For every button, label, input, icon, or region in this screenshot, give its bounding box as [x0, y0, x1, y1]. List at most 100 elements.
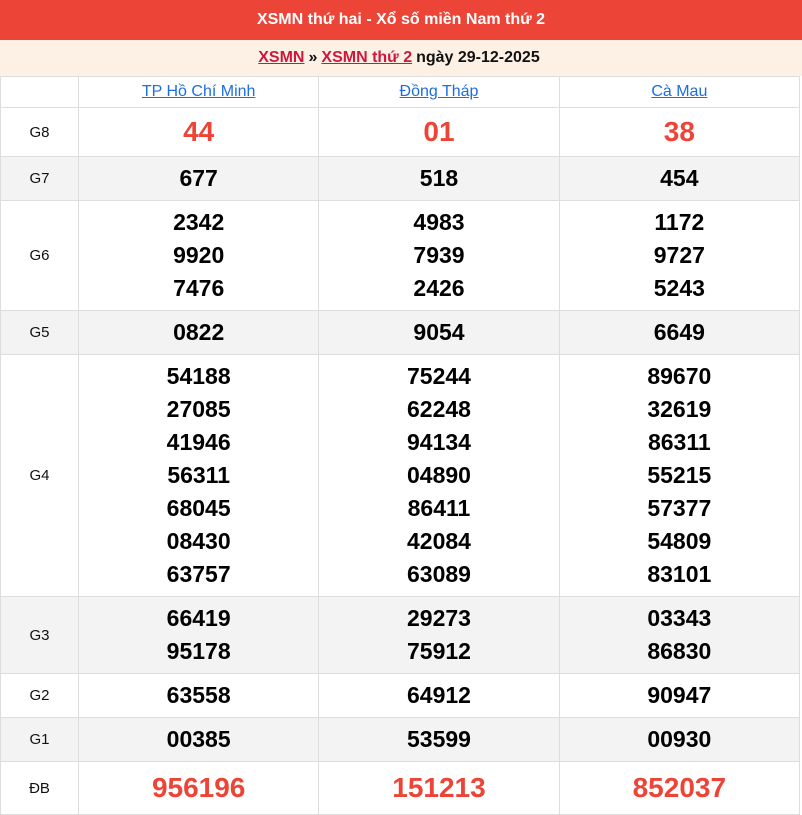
breadcrumb-link-xsmn[interactable]: XSMN [258, 49, 305, 66]
prize-number: 86311 [647, 429, 711, 455]
prize-number: 9920 [173, 242, 225, 268]
prize-label: G5 [0, 310, 79, 355]
province-header: Cà Mau [558, 76, 801, 108]
prize-row-g3: G3 66419 95178 29273 75912 03343 86830 [0, 596, 801, 674]
prize-label: G4 [0, 354, 79, 597]
prize-cell: 63558 [77, 673, 320, 718]
prize-number: 95178 [166, 638, 231, 664]
prize-number: 41946 [166, 429, 231, 455]
prize-number: 66419 [166, 605, 231, 631]
prize-row-g7: G7 677 518 454 [0, 156, 801, 201]
prize-cell: 90947 [558, 673, 801, 718]
prize-cell: 75244 62248 94134 04890 86411 42084 63089 [318, 354, 560, 597]
prize-number: 89670 [647, 363, 712, 389]
prize-number: 27085 [166, 396, 231, 422]
prize-number: 6649 [653, 319, 705, 345]
prize-cell: 0822 [77, 310, 320, 355]
prize-number: 32619 [647, 396, 712, 422]
prize-number: 63558 [166, 682, 231, 708]
prize-cell: 4983 7939 2426 [318, 200, 560, 311]
prize-row-g8: G8 44 01 38 [0, 107, 801, 157]
prize-number: 00385 [166, 726, 231, 752]
prize-cell: 9054 [318, 310, 560, 355]
prize-cell: 44 [77, 107, 320, 157]
prize-number: 75244 [407, 363, 471, 389]
prize-cell: 518 [318, 156, 560, 201]
prize-number: 4983 [413, 209, 465, 235]
prize-row-g4: G4 54188 27085 41946 56311 68045 08430 63757 752… [0, 354, 801, 597]
prize-cell: 64912 [318, 673, 560, 718]
prize-cell: 29273 75912 [318, 596, 560, 674]
prize-row-đb: ĐB 956196 151213 852037 [0, 761, 801, 815]
prize-cell: 89670 32619 86311 55215 57377 54809 83101 [558, 354, 801, 597]
province-link[interactable]: Cà Mau [651, 83, 708, 100]
prize-number: 7939 [413, 242, 465, 268]
prize-cell: 54188 27085 41946 56311 68045 08430 63757 [77, 354, 320, 597]
prize-number: 01 [423, 116, 455, 147]
prize-row-g6: G6 2342 9920 7476 4983 7939 2426 1172 9727 5243 [0, 200, 801, 311]
province-header: TP Hồ Chí Minh [77, 76, 320, 108]
prize-cell: 956196 [77, 761, 320, 815]
prize-number: 56311 [167, 462, 231, 488]
prize-cell: 53599 [318, 717, 560, 762]
prize-number: 5243 [653, 275, 705, 301]
prize-number: 63089 [407, 561, 471, 587]
province-header-row: TP Hồ Chí Minh Đồng Tháp Cà Mau [0, 76, 801, 108]
prize-label: G3 [0, 596, 79, 674]
prize-label: ĐB [0, 761, 79, 815]
breadcrumb-separator: » [308, 49, 318, 66]
prize-number: 03343 [647, 605, 712, 631]
prize-number: 94134 [407, 429, 471, 455]
prize-label: G6 [0, 200, 79, 311]
prize-number: 64912 [407, 682, 471, 708]
prize-number: 04890 [407, 462, 471, 488]
prize-number: 55215 [647, 462, 712, 488]
page-title: XSMN thứ hai - Xổ số miền Nam thứ 2 [0, 0, 802, 40]
prize-number: 90947 [647, 682, 712, 708]
prize-number: 677 [179, 165, 218, 191]
prize-cell: 66419 95178 [77, 596, 320, 674]
prize-cell: 677 [77, 156, 320, 201]
prize-number: 57377 [647, 495, 712, 521]
prize-number: 0822 [173, 319, 225, 345]
prize-number: 7476 [173, 275, 225, 301]
breadcrumb-link-xsmn-thu-2[interactable]: XSMN thứ 2 [321, 49, 413, 66]
prize-cell: 00930 [558, 717, 801, 762]
prize-number: 62248 [407, 396, 471, 422]
prize-row-g1: G1 00385 53599 00930 [0, 717, 801, 762]
prize-cell: 6649 [558, 310, 801, 355]
breadcrumb-date: ngày 29-12-2025 [416, 49, 540, 66]
prize-row-g5: G5 0822 9054 6649 [0, 310, 801, 355]
prize-number: 9727 [653, 242, 705, 268]
prize-number: 454 [660, 165, 699, 191]
prize-cell: 454 [558, 156, 801, 201]
prize-number: 68045 [166, 495, 231, 521]
prize-cell: 151213 [318, 761, 560, 815]
prize-number: 9054 [413, 319, 465, 345]
prize-cell: 852037 [558, 761, 801, 815]
prize-number: 83101 [647, 561, 712, 587]
prize-number: 518 [419, 165, 459, 191]
prize-label: G1 [0, 717, 79, 762]
prize-cell: 38 [558, 107, 801, 157]
province-link[interactable]: TP Hồ Chí Minh [141, 83, 256, 100]
prize-number: 29273 [407, 605, 471, 631]
results-table: TP Hồ Chí Minh Đồng Tháp Cà Mau G8 44 01 38… [0, 76, 801, 815]
prize-cell: 2342 9920 7476 [77, 200, 320, 311]
prize-cell: 1172 9727 5243 [558, 200, 801, 311]
prize-number: 151213 [392, 772, 486, 803]
prize-number: 852037 [632, 772, 727, 803]
prize-cell: 01 [318, 107, 560, 157]
prize-number: 2342 [173, 209, 225, 235]
prize-cell: 03343 86830 [558, 596, 801, 674]
prize-number: 2426 [413, 275, 465, 301]
prize-number: 86411 [407, 495, 471, 521]
prize-label: G7 [0, 156, 79, 201]
prize-number: 956196 [151, 772, 246, 803]
prize-row-g2: G2 63558 64912 90947 [0, 673, 801, 718]
empty-header-cell [0, 76, 79, 108]
prize-number: 54809 [647, 528, 712, 554]
prize-number: 86830 [647, 638, 712, 664]
prize-number: 54188 [166, 363, 231, 389]
province-link[interactable]: Đồng Tháp [399, 83, 479, 100]
